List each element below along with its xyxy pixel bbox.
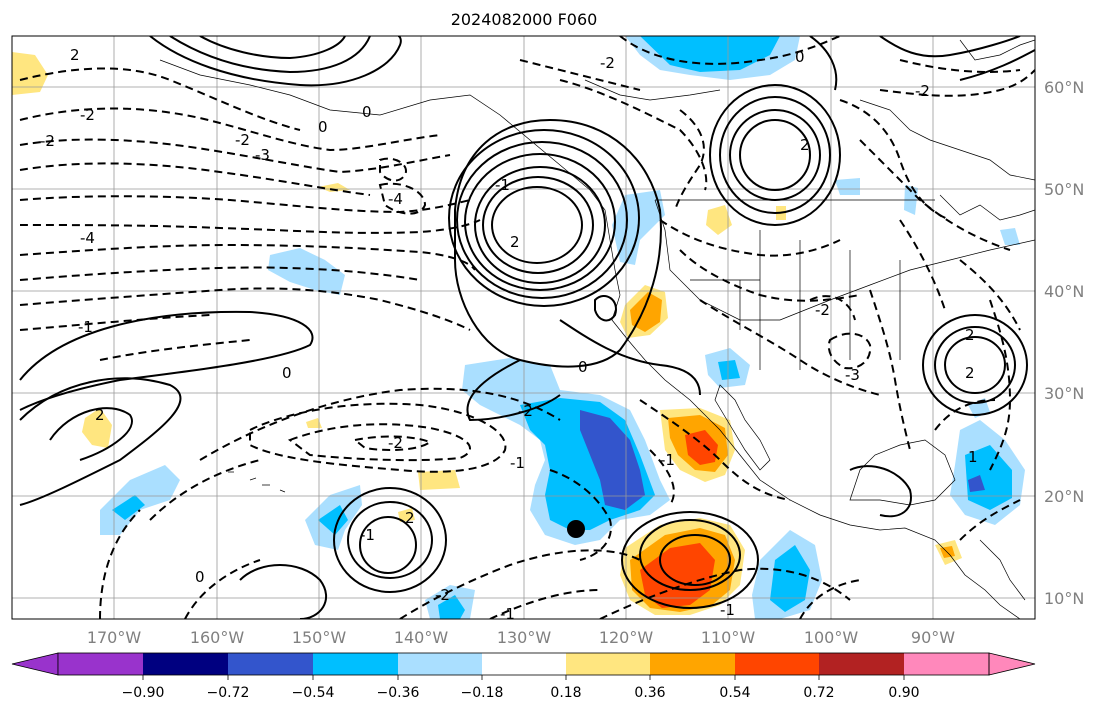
colorbar-segment (398, 653, 482, 675)
contour-label: -1 (720, 601, 735, 619)
colorbar-label: −0.72 (207, 685, 250, 701)
colorbar: −0.90 −0.72 −0.54 −0.36 −0.18 0.18 0.36 … (11, 652, 1036, 701)
contour-label: 0 (362, 103, 372, 121)
lon-label: 140°W (394, 628, 449, 647)
colorbar-segment (143, 653, 228, 675)
longitude-labels: 170°W 160°W 150°W 140°W 130°W 120°W 110°… (87, 628, 955, 647)
lat-label: 40°N (1044, 282, 1084, 301)
contour-label: -2 (235, 131, 250, 149)
colorbar-segment (819, 653, 904, 675)
contour-label: -2 (80, 106, 95, 124)
lat-label: 10°N (1044, 589, 1084, 608)
lon-label: 170°W (87, 628, 142, 647)
lon-label: 110°W (701, 628, 756, 647)
colorbar-label: −0.18 (461, 685, 504, 701)
colorbar-label: −0.36 (377, 685, 420, 701)
contour-label: 2 (405, 509, 415, 527)
contour-label: -2 (518, 402, 533, 420)
colorbar-segment (735, 653, 819, 675)
contour-label: -2 (815, 301, 830, 319)
contour-label: -1 (360, 526, 375, 544)
lat-label: 30°N (1044, 384, 1084, 403)
lat-label: 60°N (1044, 78, 1084, 97)
colorbar-segment (58, 653, 143, 675)
graticule (12, 36, 1035, 619)
storm-center-marker (567, 520, 585, 538)
colorbar-segment (228, 653, 313, 675)
colorbar-segment (904, 653, 989, 675)
contour-label: -4 (388, 190, 403, 208)
lon-label: 160°W (190, 628, 245, 647)
contour-label: 0 (795, 48, 805, 66)
map-frame (11, 35, 1036, 620)
map-area: 2 -2 -2 0 -3 -4 -2 -4 -1 0 2 -2 -2 -1 2 … (12, 36, 1035, 623)
contour-label: 0 (195, 568, 205, 586)
lat-label: 50°N (1044, 180, 1084, 199)
colorbar-label: −0.54 (292, 685, 335, 701)
contour-label: 0 (282, 364, 292, 382)
contour-label: -1 (510, 454, 525, 472)
colorbar-extend-min (11, 652, 59, 676)
colorbar-segment (482, 653, 566, 675)
contour-label: -1 (78, 318, 93, 336)
colorbar-label: 0.36 (634, 685, 665, 701)
contour-label: -2 (388, 434, 403, 452)
contour-label: 0 (578, 358, 588, 376)
colorbar-label: 0.54 (719, 685, 750, 701)
contour-label: -2 (600, 54, 615, 72)
lon-label: 90°W (911, 628, 955, 647)
colorbar-label: 0.90 (888, 685, 919, 701)
colorbar-segment (650, 653, 735, 675)
contour-label: 2 (510, 233, 520, 251)
contour-label: 2 (95, 406, 105, 424)
contour-label: -1 (495, 176, 510, 194)
negative-contours (19, 36, 1035, 619)
contour-label: 2 (965, 326, 975, 344)
positive-contours (19, 36, 1035, 619)
colorbar-extend-max (988, 652, 1036, 676)
colorbar-label: 0.18 (550, 685, 581, 701)
contour-labels: 2 -2 -2 0 -3 -4 -2 -4 -1 0 2 -2 -2 -1 2 … (40, 46, 978, 623)
contour-label: -2 (40, 132, 55, 150)
contour-label: -1 (500, 605, 515, 623)
contour-label: -4 (80, 229, 95, 247)
contour-label: 2 (800, 136, 810, 154)
contour-label: 2 (965, 364, 975, 382)
lon-label: 100°W (804, 628, 859, 647)
contour-label: -2 (435, 586, 450, 604)
colorbar-segment (313, 653, 398, 675)
contour-label: 1 (968, 448, 978, 466)
lon-label: 130°W (497, 628, 552, 647)
contour-label: 2 (70, 46, 80, 64)
contour-label: -3 (255, 146, 270, 164)
map-title: 2024082000 F060 (450, 10, 598, 29)
colorbar-segment (566, 653, 650, 675)
contour-label: -1 (660, 451, 675, 469)
lon-label: 150°W (292, 628, 347, 647)
colorbar-label: −0.90 (122, 685, 165, 701)
contour-label: 0 (318, 118, 328, 136)
lon-label: 120°W (599, 628, 654, 647)
latitude-labels: 60°N 50°N 40°N 30°N 20°N 10°N (1044, 78, 1084, 608)
contour-label: -3 (845, 366, 860, 384)
contour-label: -2 (915, 82, 930, 100)
colorbar-label: 0.72 (803, 685, 834, 701)
lat-label: 20°N (1044, 487, 1084, 506)
